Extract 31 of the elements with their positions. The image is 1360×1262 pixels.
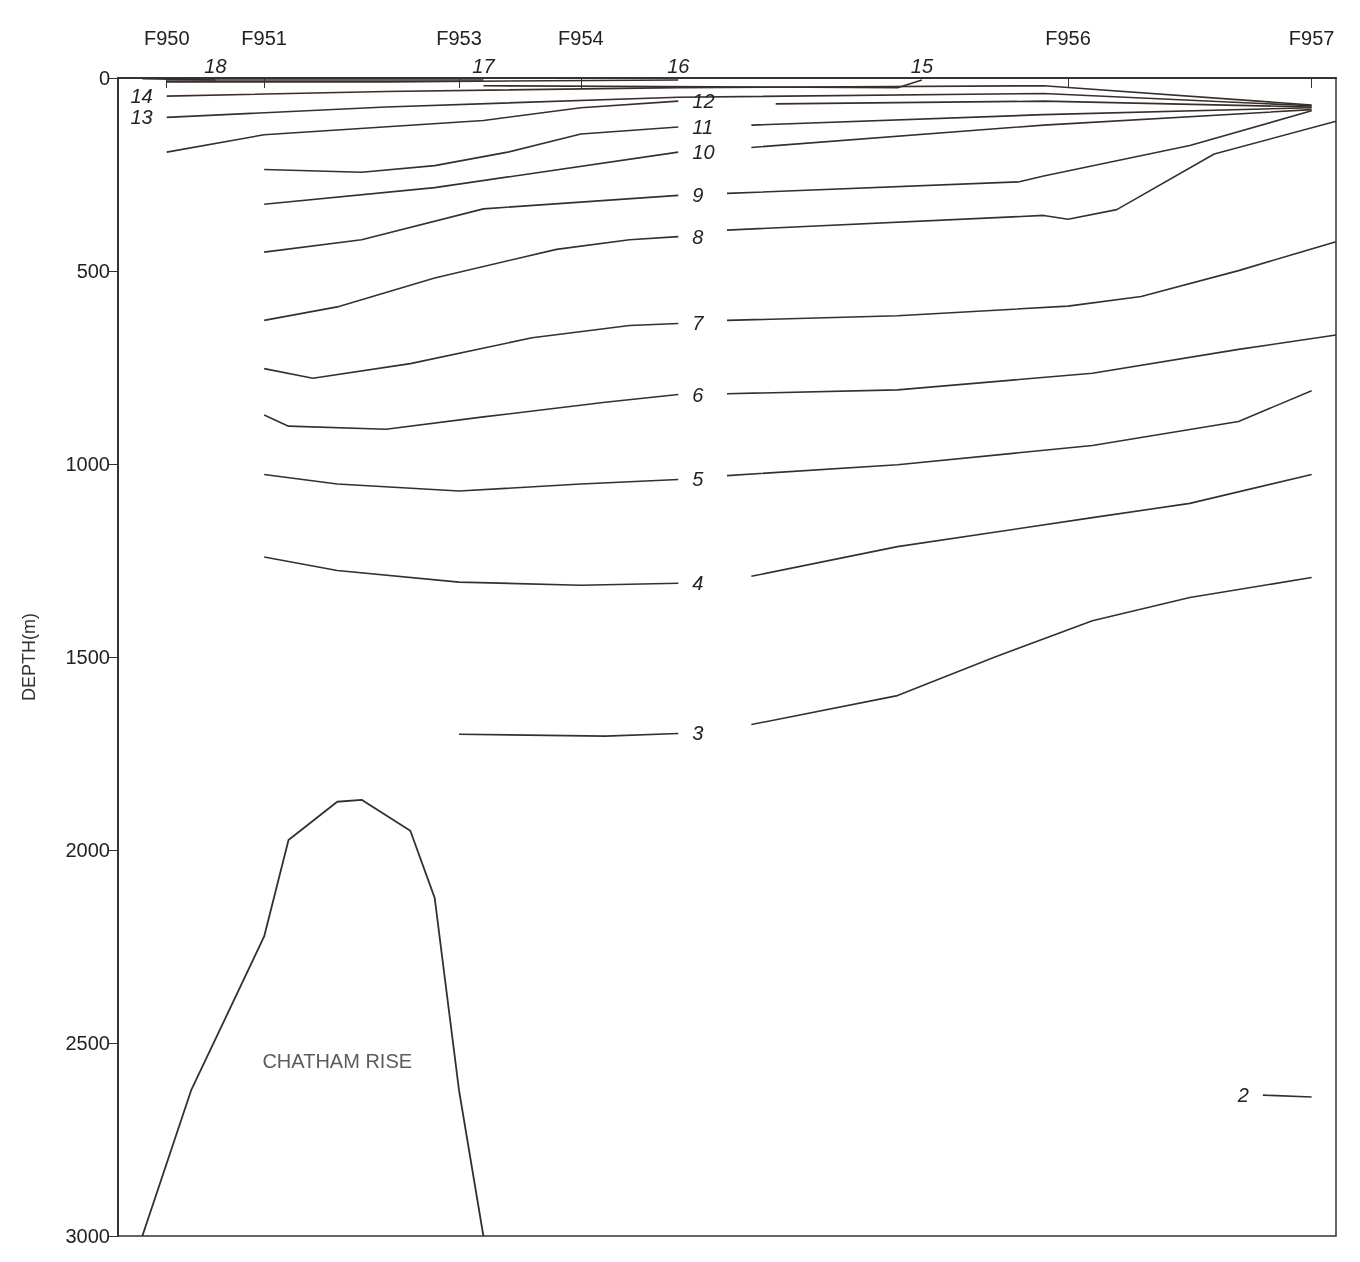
y-tick-label: 500 (76, 260, 110, 282)
series-label: 3 (692, 722, 704, 745)
x-tick-label: F950 (143, 27, 190, 49)
series-label: 2 (1236, 1084, 1249, 1107)
y-tick-label: 2500 (65, 1032, 110, 1054)
series-label: 10 (692, 141, 715, 164)
legend-label: 14 (130, 85, 153, 108)
series-label: 18 (204, 54, 227, 77)
y-axis-title: DEPTH(m) (19, 613, 39, 701)
series-label: 16 (667, 54, 691, 77)
y-tick-label: 2000 (65, 839, 110, 861)
x-tick-label: F951 (241, 27, 287, 49)
series-label: 7 (692, 312, 705, 335)
series-label: 11 (692, 116, 714, 139)
y-tick-label: 3000 (65, 1225, 110, 1247)
x-tick-label: F953 (436, 27, 482, 49)
series-label: 4 (692, 572, 704, 595)
x-tick-label: F954 (558, 27, 604, 49)
series-label: 13 (130, 106, 153, 129)
series-label: 5 (692, 468, 705, 491)
series-label: 15 (910, 54, 934, 77)
text: CHATHAM RISE (262, 1049, 413, 1072)
y-tick-label: 1500 (65, 646, 110, 668)
series-label: 9 (692, 184, 704, 207)
series-label: 8 (692, 225, 704, 248)
series-label: 17 (472, 54, 496, 77)
series-label: 6 (692, 383, 705, 406)
y-tick-label: 1000 (65, 453, 110, 475)
y-tick-label: 0 (98, 67, 110, 89)
x-tick-label: F957 (1288, 27, 1335, 49)
x-tick-label: F956 (1045, 27, 1091, 49)
